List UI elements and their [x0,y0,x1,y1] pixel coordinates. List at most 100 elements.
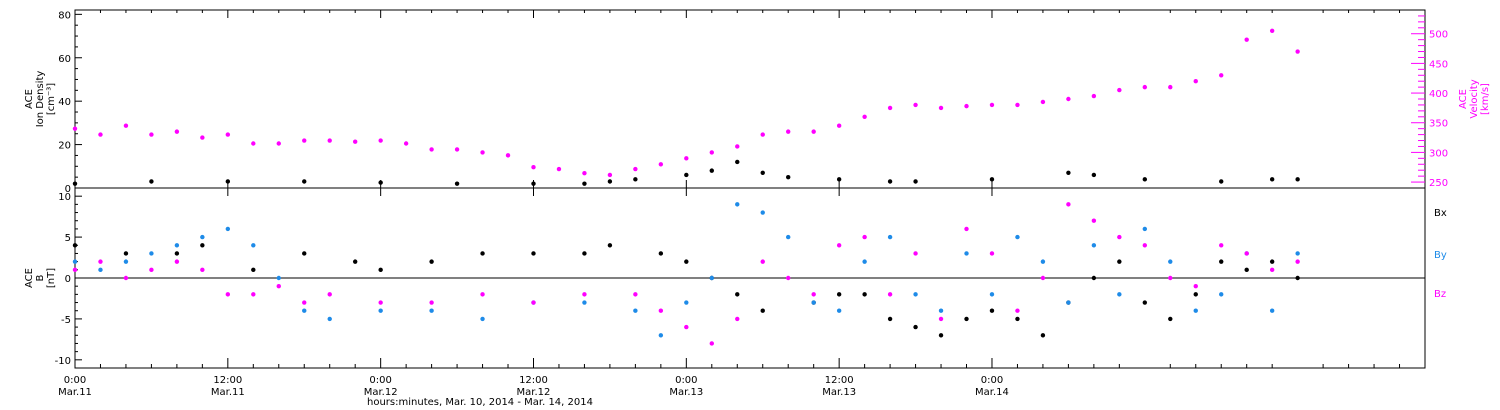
velocity-point [913,102,918,108]
Bx-point [302,251,307,256]
By-point [1091,243,1097,248]
Bx-point [760,308,765,313]
Bz-point [836,243,842,248]
legend-entry-by: By [1434,250,1447,261]
velocity-point [1168,84,1173,90]
velocity-point [1193,79,1198,84]
Bz-point [1168,275,1173,281]
time-tick-label: 12:00 [825,375,854,386]
velocity-point [403,141,409,146]
By-point [913,292,918,297]
Bx-point [378,267,383,273]
time-axis: 0:00Mar.1112:00Mar.110:00Mar.1212:00Mar.… [58,10,1401,398]
By-point [760,210,765,215]
velocity-point [989,102,995,108]
Bz-point [1142,243,1148,248]
Bz-point [149,267,154,273]
density-axis-label-line3: [cm⁻³] [46,83,57,115]
density-tick-label: 80 [58,10,71,21]
Bx-point [1193,292,1198,297]
Bx-point [480,251,485,256]
Bz-point [1295,259,1300,264]
Bx-point [1219,259,1224,264]
Bz-point [378,300,383,305]
density-tick-label: 0 [65,184,71,195]
Bz-point [225,292,231,297]
date-tick-label: Mar.13 [669,387,703,398]
density-point [607,179,613,184]
Bx-point [1168,316,1173,322]
Bx-point [1142,300,1148,305]
Bz-point [938,316,944,322]
velocity-point [760,132,765,137]
Bx-point [1269,259,1275,264]
velocity-point [1066,96,1071,102]
time-tick-label: 12:00 [519,375,548,386]
velocity-point [251,141,256,146]
By-point [174,243,180,248]
By-point [276,275,281,281]
field-legend: Bx By Bz [1434,208,1447,300]
By-point [709,275,714,281]
By-point [251,243,256,248]
Bz-point [1244,251,1249,256]
By-point [72,259,78,264]
density-tick-label: 20 [58,141,71,152]
Bz-point [72,267,78,273]
By-point [200,234,205,240]
legend-entry-bx: Bx [1434,208,1447,219]
Bz-point [1015,308,1020,313]
Bz-point [302,300,307,305]
Bz-point [633,292,638,297]
field-axis-label-line2: B [35,274,46,281]
density-point [1091,172,1097,178]
density-axis-label: ACE Ion Density [cm⁻³] [24,71,57,128]
velocity-point [123,123,129,128]
velocity-point [786,129,791,134]
velocity-point [531,165,536,170]
velocity-point [1219,73,1224,78]
By-point [327,316,332,322]
density-axis-label-line1: ACE [24,89,35,109]
Bx-point [352,259,358,264]
velocity-point [938,105,944,111]
Bx-point [251,267,256,273]
date-tick-label: Mar.14 [975,387,1009,398]
density-point [149,179,154,184]
Bx-point [1244,267,1249,273]
By-point [1219,292,1224,297]
Bz-point [429,300,434,305]
Bz-point [989,251,995,256]
Bx-point [531,251,536,256]
velocity-point [1040,99,1046,105]
velocity-point [302,138,307,143]
velocity-point [658,162,664,167]
velocity-point [684,156,689,161]
Bx-point [913,324,918,330]
velocity-point [862,114,867,120]
Bz-point [913,251,918,256]
density-velocity-panel: 0 20 40 60 80 250 300 350 400 450 500 ACE Ion Den… [24,9,1491,195]
Bx-point [938,333,944,338]
Bz-point [123,275,129,281]
By-point [1295,251,1300,256]
field-tick-label: -10 [55,356,71,367]
By-point [786,234,791,240]
velocity-point [964,103,969,109]
Bx-point [1295,275,1300,281]
Bx-point [72,243,78,248]
Bx-point [1117,259,1122,264]
Bz-point [964,226,969,232]
Bx-point [123,251,129,256]
velocity-point [352,139,358,144]
By-point [480,316,485,322]
velocity-axis-label-line3: [km/s] [1480,83,1491,115]
By-point [149,251,154,256]
velocity-point [811,129,816,134]
velocity-tick-label: 300 [1429,148,1448,159]
velocity-tick-label: 350 [1429,119,1448,130]
Bz-point [531,300,536,305]
date-tick-label: Mar.12 [517,387,551,398]
velocity-tick-label: 500 [1429,30,1448,41]
density-point [454,181,460,186]
